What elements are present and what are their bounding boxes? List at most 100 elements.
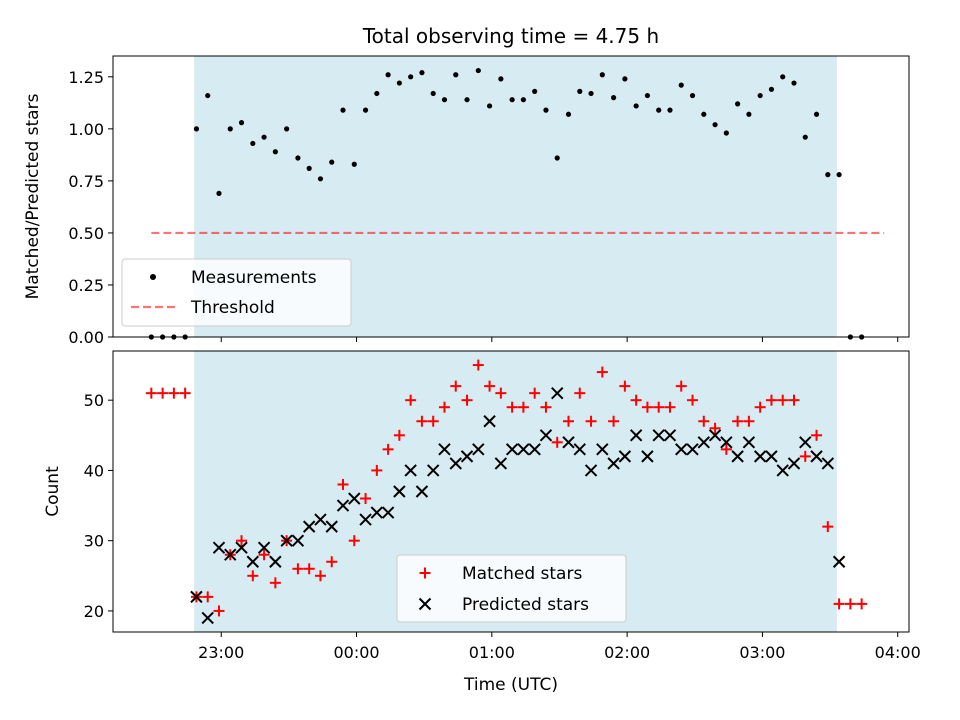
matched-star-point (348, 535, 360, 547)
matched-star-point (833, 598, 845, 610)
bottom-y-ticks: 20 30 40 50 (84, 391, 113, 621)
matched-star-point (732, 415, 744, 427)
measurement-point (272, 149, 278, 155)
matched-star-point (168, 387, 180, 399)
top-ytick-label-1: 0.25 (68, 276, 104, 295)
matched-star-point (371, 464, 383, 476)
measurement-point (408, 74, 414, 80)
measurement-point (509, 97, 515, 103)
matched-star-point (619, 380, 631, 392)
measurement-point (825, 172, 831, 178)
predicted-star-point (765, 450, 778, 463)
measurement-point (813, 111, 820, 117)
predicted-star-point (528, 443, 541, 456)
top-ytick-label-3: 0.75 (68, 172, 104, 191)
predicted-star-point (426, 464, 440, 477)
bottom-data-marks (145, 359, 868, 625)
predicted-star-point (415, 485, 429, 498)
measurement-point (227, 126, 233, 132)
matched-star-point (303, 563, 315, 575)
predicted-star-point (776, 464, 789, 477)
predicted-star-point (472, 443, 485, 456)
matched-star-point (427, 415, 439, 427)
predicted-star-point (618, 450, 632, 463)
measurement-point (250, 140, 256, 147)
measurement-point (193, 126, 200, 132)
xtick-label-0: 23:00 (198, 643, 244, 662)
matched-star-point (145, 387, 157, 399)
measurement-point (599, 72, 605, 78)
measurement-point (622, 76, 628, 82)
matched-star-point (360, 493, 372, 505)
predicted-star-point (201, 611, 214, 625)
xtick-label-4: 03:00 (739, 643, 785, 662)
measurement-point (588, 90, 594, 97)
measurement-point (238, 120, 245, 126)
predicted-star-point (652, 429, 665, 442)
predicted-star-point (302, 520, 316, 533)
measurement-point (396, 80, 402, 86)
matched-star-point (777, 394, 789, 406)
matched-star-point (811, 429, 823, 441)
predicted-star-point (190, 590, 203, 604)
figure-title: Total observing time = 4.75 h (362, 24, 659, 48)
measurement-point (430, 90, 436, 97)
measurement-point (216, 190, 222, 196)
matched-star-point (416, 415, 428, 427)
bottom-axes-frame (112, 350, 910, 633)
matched-star-point (687, 394, 699, 406)
predicted-star-point (596, 443, 609, 456)
predicted-star-point (449, 457, 462, 470)
predicted-star-point (494, 457, 508, 470)
matched-star-point (202, 591, 214, 603)
matched-star-point (596, 366, 608, 378)
predicted-star-point (212, 541, 226, 554)
matched-star-point (236, 535, 248, 547)
measurement-point (780, 74, 786, 80)
matched-star-point (630, 394, 642, 406)
predicted-star-point (483, 415, 496, 428)
top-ytick-label-2: 0.50 (68, 224, 104, 243)
predicted-star-point (505, 443, 519, 456)
top-ytick-label-5: 1.25 (68, 68, 104, 87)
measurement-point (554, 155, 560, 161)
matched-star-point (641, 401, 653, 413)
top-data-marks (148, 67, 885, 340)
measurement-point (689, 92, 696, 99)
top-legend: Measurements Threshold (121, 258, 352, 327)
top-axes: 0.00 0.25 0.50 0.75 1.00 1.25 Matched/Predict… (23, 55, 910, 347)
measurement-point (362, 107, 369, 113)
measurement-point (611, 95, 617, 101)
measurement-point (701, 111, 707, 117)
x-axis-label: Time (UTC) (463, 675, 558, 695)
matched-star-point (247, 570, 259, 582)
legend-predicted-label: Predicted stars (462, 595, 589, 615)
matched-star-point (438, 401, 450, 413)
measurement-point (453, 72, 459, 78)
bottom-x-ticks: 23:00 00:00 01:00 02:00 03:00 04:00 (198, 632, 921, 662)
measurement-point (723, 130, 729, 136)
matched-star-point (337, 478, 349, 490)
matched-star-point (393, 429, 405, 441)
measurement-point (351, 161, 357, 167)
measurement-point (577, 88, 583, 94)
top-ytick-label-4: 1.00 (68, 120, 104, 139)
predicted-star-point (404, 464, 417, 477)
measurement-point (836, 172, 842, 178)
measurement-point (419, 70, 425, 76)
matched-star-point (314, 570, 326, 582)
predicted-star-point (562, 436, 575, 449)
measurement-point (385, 72, 391, 78)
measurement-point (317, 176, 324, 182)
bottom-legend: Matched stars Predicted stars (396, 554, 627, 623)
measurement-point (306, 165, 312, 171)
predicted-star-point (438, 443, 451, 456)
measurement-point (667, 107, 673, 113)
predicted-star-point (720, 436, 733, 449)
predicted-star-point (235, 541, 248, 554)
top-y-ticks: 0.00 0.25 0.50 0.75 1.00 1.25 (68, 68, 113, 347)
measurement-point (802, 134, 808, 140)
measurement-point (475, 67, 481, 74)
matched-star-point (844, 598, 856, 610)
bot-ytick-label-0: 20 (84, 602, 104, 621)
